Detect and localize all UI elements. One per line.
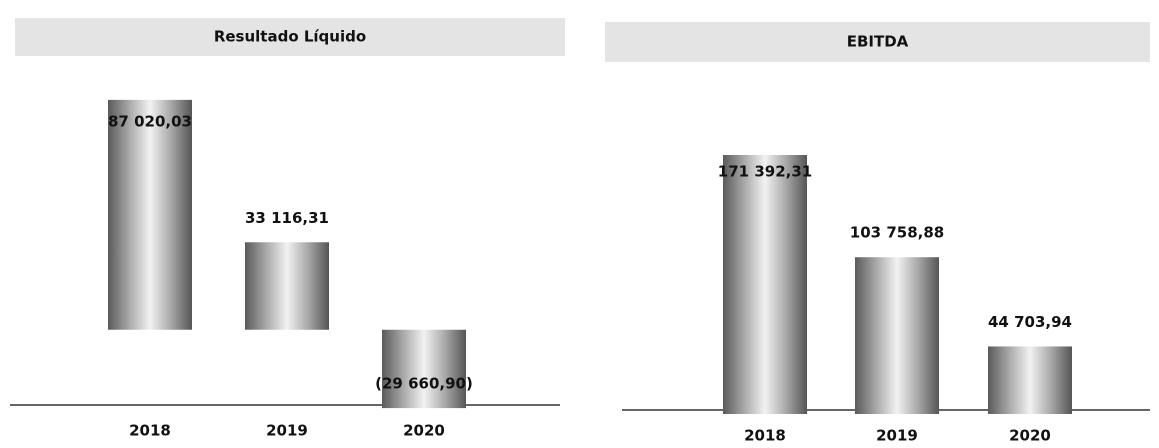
value-label: (29 660,90): [375, 375, 473, 393]
bar: [723, 155, 807, 414]
bar: [988, 346, 1072, 414]
x-tick-label: 2019: [266, 422, 308, 440]
x-tick-label: 2019: [876, 427, 918, 445]
title-band: [605, 22, 1150, 62]
value-label: 44 703,94: [988, 313, 1072, 331]
value-label: 171 392,31: [718, 163, 812, 181]
value-label: 103 758,88: [850, 224, 944, 242]
x-tick-label: 2018: [744, 427, 786, 445]
chart-title: Resultado Líquido: [214, 28, 366, 46]
value-label: 87 020,03: [108, 113, 192, 131]
title-band: [15, 18, 565, 56]
value-label: 33 116,31: [245, 209, 329, 227]
bar: [108, 99, 192, 330]
x-tick-label: 2018: [129, 422, 171, 440]
bar: [855, 257, 939, 414]
bar: [245, 242, 329, 330]
x-tick-label: 2020: [403, 422, 445, 440]
x-tick-label: 2020: [1009, 427, 1051, 445]
bar: [382, 329, 466, 409]
chart-title: EBITDA: [847, 33, 909, 51]
